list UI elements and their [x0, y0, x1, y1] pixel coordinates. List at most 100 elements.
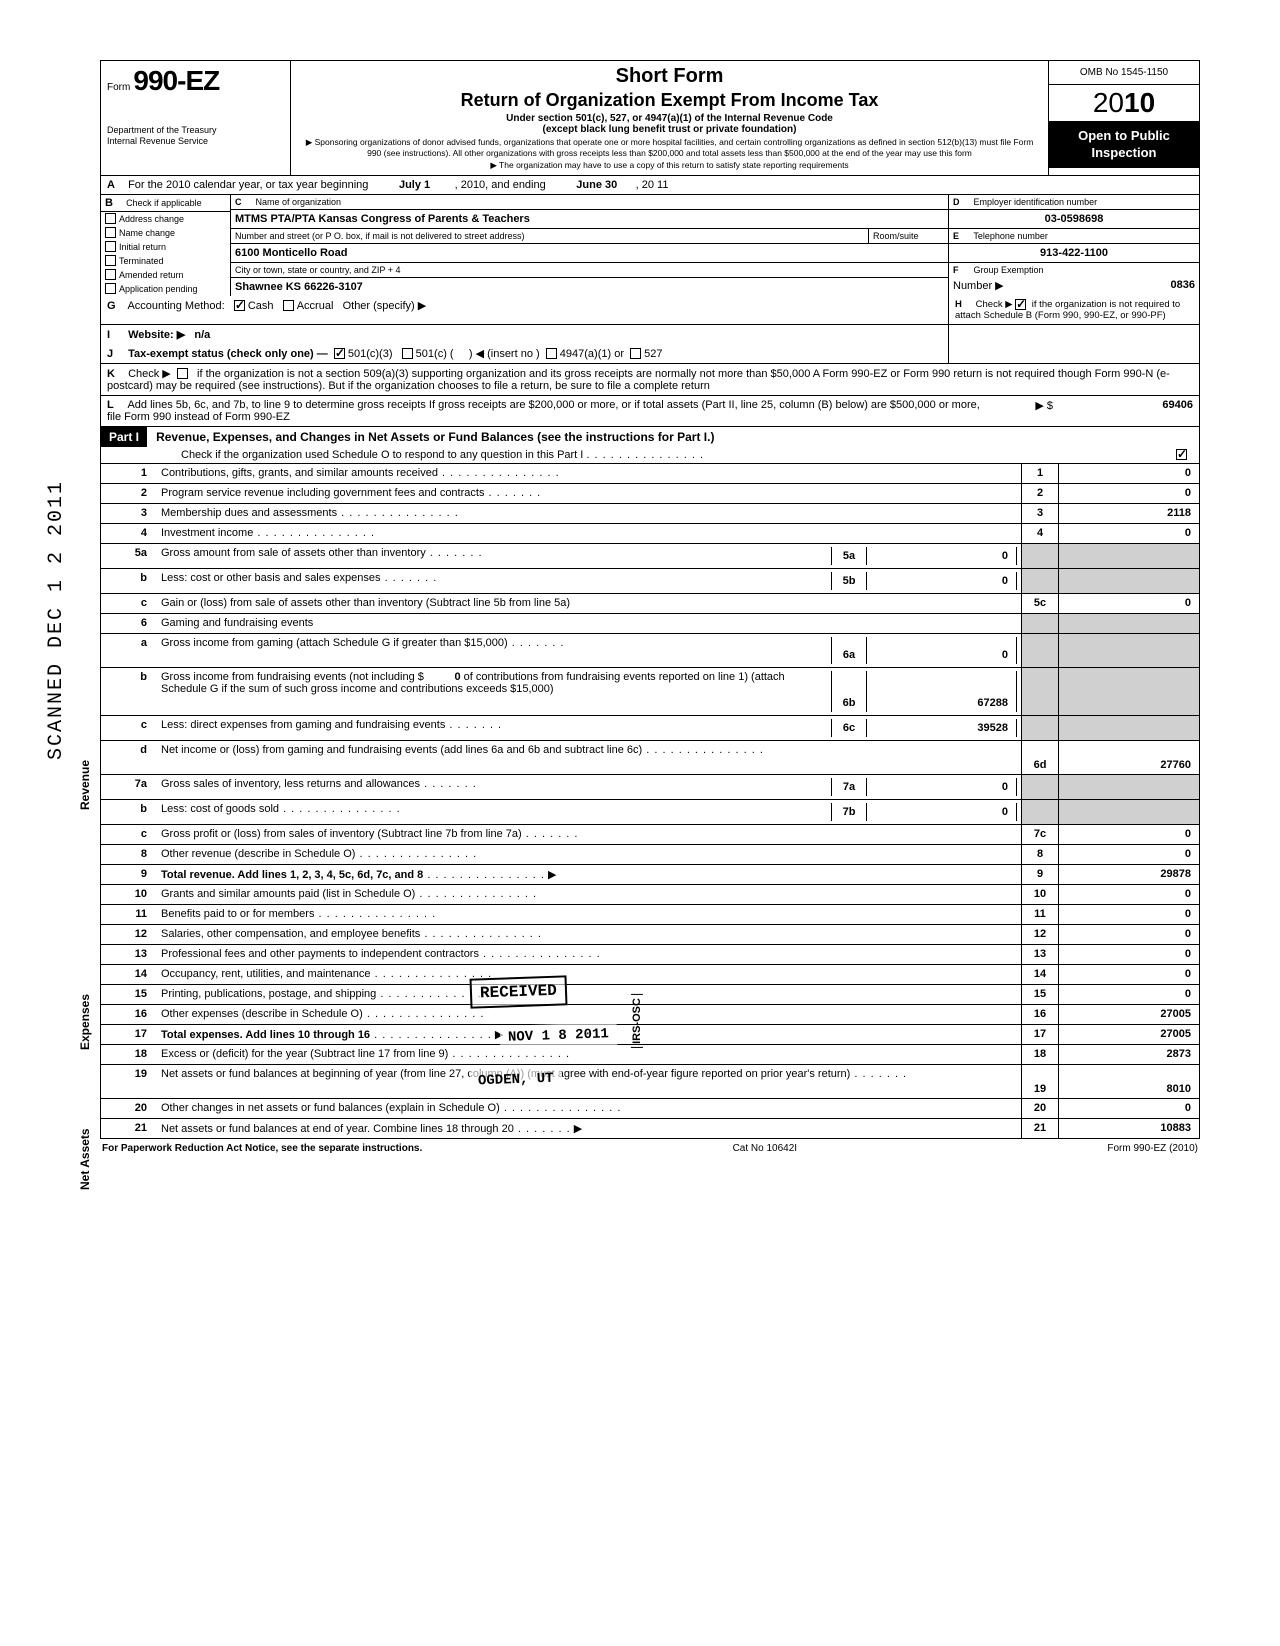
- line-10: 10 Grants and similar amounts paid (list…: [100, 885, 1200, 905]
- row-j-text: Tax-exempt status (check only one) —: [128, 348, 328, 360]
- ln2-text: Program service revenue including govern…: [161, 487, 484, 499]
- chk-application-pending[interactable]: [105, 283, 116, 294]
- line-5b: b Less: cost or other basis and sales ex…: [100, 569, 1200, 594]
- part-1-title: Revenue, Expenses, and Changes in Net As…: [150, 427, 720, 447]
- chk-address-change[interactable]: [105, 213, 116, 224]
- chk-amended[interactable]: [105, 269, 116, 280]
- ln9-val: 29878: [1059, 865, 1199, 884]
- ln14-num: 14: [101, 965, 157, 984]
- ln9-box: 9: [1021, 865, 1059, 884]
- ln19-num: 19: [101, 1065, 157, 1098]
- title-short-form: Short Form: [299, 65, 1040, 88]
- ein: 03-0598698: [1045, 213, 1104, 225]
- chk-501c3[interactable]: [334, 348, 345, 359]
- ln6d-box: 6d: [1021, 741, 1059, 774]
- ln5b-num: b: [101, 569, 157, 593]
- row-g-h: G Accounting Method: Cash Accrual Other …: [100, 296, 1200, 325]
- row-i-text: Website: ▶: [128, 329, 185, 341]
- chk-accrual[interactable]: [283, 300, 294, 311]
- line-5c: c Gain or (loss) from sale of assets oth…: [100, 594, 1200, 614]
- ln7c-num: c: [101, 825, 157, 844]
- row-j: J Tax-exempt status (check only one) — 5…: [100, 344, 1200, 364]
- ln9-arrow: ▶: [548, 869, 556, 881]
- label-b: B: [105, 197, 123, 209]
- chk-509a3[interactable]: [177, 368, 188, 379]
- identity-block: B Check if applicable Address change Nam…: [100, 195, 1200, 296]
- ln3-text: Membership dues and assessments: [161, 507, 337, 519]
- ln5b-shade: [1021, 569, 1059, 593]
- ln6b-ival: 67288: [867, 671, 1017, 712]
- ln10-text: Grants and similar amounts paid (list in…: [161, 888, 415, 900]
- ln8-box: 8: [1021, 845, 1059, 864]
- telephone: 913-422-1100: [1040, 247, 1108, 259]
- ln6-text: Gaming and fundraising events: [157, 614, 1021, 633]
- row-k-text: Check ▶: [128, 368, 171, 380]
- line-8: 8 Other revenue (describe in Schedule O)…: [100, 845, 1200, 865]
- title-return: Return of Organization Exempt From Incom…: [299, 90, 1040, 111]
- chk-4947[interactable]: [546, 348, 557, 359]
- ln8-num: 8: [101, 845, 157, 864]
- ln3-num: 3: [101, 504, 157, 523]
- label-e: E: [953, 231, 971, 241]
- ln9-num: 9: [101, 865, 157, 884]
- stamp-ogden: OGDEN, UT: [470, 1066, 562, 1093]
- opt-527: 527: [644, 348, 662, 360]
- chk-cash[interactable]: [234, 300, 245, 311]
- opt-4947: 4947(a)(1) or: [560, 348, 624, 360]
- ln8-text: Other revenue (describe in Schedule O): [161, 848, 355, 860]
- line-6a: a Gross income from gaming (attach Sched…: [100, 634, 1200, 668]
- footer-left: For Paperwork Reduction Act Notice, see …: [102, 1143, 422, 1154]
- ln14-text: Occupancy, rent, utilities, and maintena…: [161, 968, 371, 980]
- ln2-val: 0: [1059, 484, 1199, 503]
- ln5c-text: Gain or (loss) from sale of assets other…: [161, 597, 570, 609]
- ln5a-num: 5a: [101, 544, 157, 568]
- ln5a-shade: [1021, 544, 1059, 568]
- header-note-1: ▶ Sponsoring organizations of donor advi…: [299, 137, 1040, 158]
- line-15: 15 Printing, publications, postage, and …: [100, 985, 1200, 1005]
- ln13-text: Professional fees and other payments to …: [161, 948, 479, 960]
- row-l-arrow: ▶ $: [989, 396, 1059, 426]
- opt-amended: Amended return: [119, 270, 184, 280]
- ln13-num: 13: [101, 945, 157, 964]
- line-1: 1 Contributions, gifts, grants, and simi…: [100, 464, 1200, 484]
- ln21-val: 10883: [1059, 1119, 1199, 1138]
- ln20-text: Other changes in net assets or fund bala…: [161, 1102, 500, 1114]
- line-4: 4 Investment income 4 0: [100, 524, 1200, 544]
- ln7c-val: 0: [1059, 825, 1199, 844]
- opt-accrual: Accrual: [297, 300, 334, 312]
- open-to-public: Open to Public Inspection: [1049, 122, 1199, 168]
- ln5c-val: 0: [1059, 594, 1199, 613]
- ln6b-text: Gross income from fundraising events (no…: [161, 671, 424, 683]
- ln7c-text: Gross profit or (loss) from sales of inv…: [161, 828, 522, 840]
- ln8-val: 0: [1059, 845, 1199, 864]
- line-12: 12 Salaries, other compensation, and emp…: [100, 925, 1200, 945]
- line-18: 18 Excess or (deficit) for the year (Sub…: [100, 1045, 1200, 1065]
- ln5b-text: Less: cost or other basis and sales expe…: [161, 572, 381, 584]
- ln7b-ival: 0: [867, 803, 1017, 821]
- row-h-text: Check ▶: [976, 299, 1013, 310]
- chk-527[interactable]: [630, 348, 641, 359]
- ln20-val: 0: [1059, 1099, 1199, 1118]
- chk-initial-return[interactable]: [105, 241, 116, 252]
- ln9-text: Total revenue. Add lines 1, 2, 3, 4, 5c,…: [161, 869, 423, 881]
- ln5a-text: Gross amount from sale of assets other t…: [161, 547, 426, 559]
- ln1-val: 0: [1059, 464, 1199, 483]
- ln3-val: 2118: [1059, 504, 1199, 523]
- ln17-text: Total expenses. Add lines 10 through 16: [161, 1029, 370, 1041]
- opt-name-change: Name change: [119, 228, 175, 238]
- chk-schedule-o[interactable]: [1176, 449, 1187, 460]
- chk-terminated[interactable]: [105, 255, 116, 266]
- ln17-val: 27005: [1059, 1025, 1199, 1044]
- year-prefix: 20: [1093, 87, 1124, 118]
- chk-501c[interactable]: [402, 348, 413, 359]
- chk-name-change[interactable]: [105, 227, 116, 238]
- opt-insert: ) ◀ (insert no ): [469, 348, 540, 360]
- line-6d: d Net income or (loss) from gaming and f…: [100, 741, 1200, 775]
- stamp-date: NOV 1 8 2011: [500, 1022, 618, 1050]
- chk-schedule-b[interactable]: [1015, 299, 1026, 310]
- opt-terminated: Terminated: [119, 256, 164, 266]
- line-17: 17 Total expenses. Add lines 10 through …: [100, 1025, 1200, 1045]
- header-note-2: ▶ The organization may have to use a cop…: [299, 160, 1040, 171]
- line-3: 3 Membership dues and assessments 3 2118: [100, 504, 1200, 524]
- ln6a-ival: 0: [867, 637, 1017, 664]
